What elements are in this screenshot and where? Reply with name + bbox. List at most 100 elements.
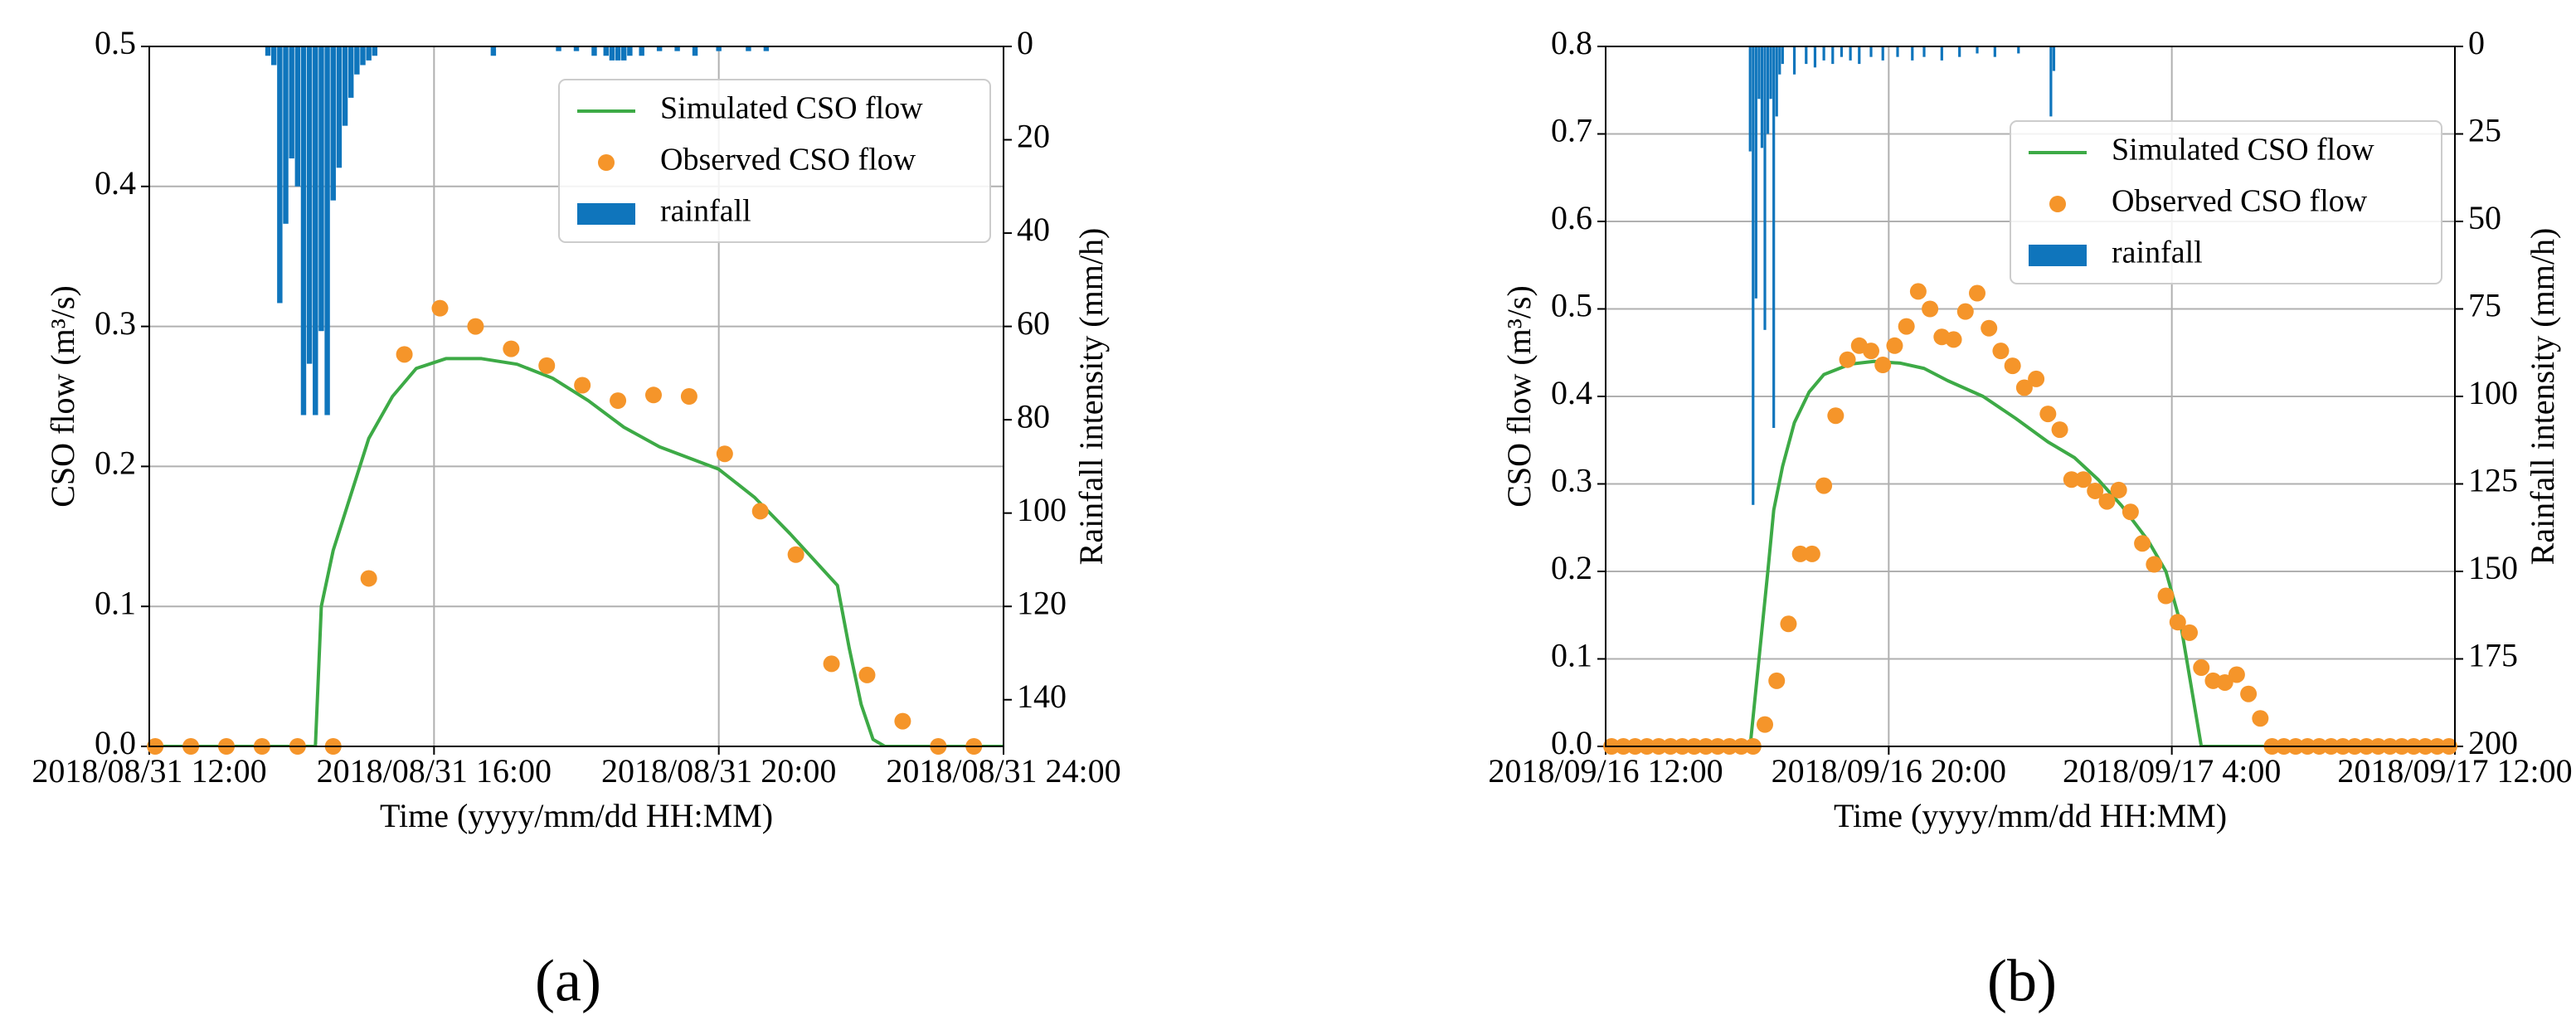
- legend-dot: [598, 154, 615, 171]
- obs-point: [1803, 545, 1820, 562]
- y2-tick-label: 125: [2468, 462, 2518, 499]
- rain-bar: [372, 46, 378, 56]
- rain-bar: [1805, 46, 1808, 65]
- obs-point: [1898, 318, 1915, 335]
- x-tick-label: 2018/08/31 24:00: [886, 752, 1120, 790]
- rain-bar: [2017, 46, 2020, 54]
- rain-bar: [1757, 46, 1761, 100]
- sim-line: [149, 357, 1004, 746]
- rain-bar: [294, 46, 301, 187]
- obs-point: [2157, 587, 2175, 605]
- rain-bar: [746, 46, 751, 51]
- y2-tick-label: 50: [2468, 199, 2501, 236]
- rain-bar: [1763, 46, 1767, 330]
- rain-bar: [1976, 46, 1979, 54]
- obs-point: [396, 346, 413, 363]
- rain-bar: [615, 46, 621, 61]
- rain-bar: [490, 46, 497, 56]
- rain-bar: [1896, 46, 1899, 57]
- y-tick-label: 0.2: [1551, 549, 1592, 586]
- rain-bar: [1775, 46, 1778, 117]
- legend-patch: [577, 203, 635, 225]
- obs-point: [1780, 615, 1797, 633]
- obs-point: [467, 318, 484, 335]
- rain-bar: [656, 46, 663, 51]
- legend-label: rainfall: [2112, 236, 2203, 270]
- rain-bar: [265, 46, 271, 56]
- rain-bar: [300, 46, 307, 415]
- rain-bar: [1911, 46, 1914, 61]
- plot-area: [149, 46, 1004, 746]
- legend-label: Simulated CSO flow: [660, 91, 923, 126]
- y2-tick-label: 40: [1017, 211, 1050, 248]
- legend-label: Observed CSO flow: [2112, 184, 2368, 219]
- y2-tick-label: 200: [2468, 724, 2518, 761]
- obs-point: [1863, 343, 1879, 360]
- obs-point: [2015, 379, 2033, 396]
- legend-patch: [2029, 245, 2087, 266]
- rain-bar: [283, 46, 289, 224]
- rain-bar: [289, 46, 294, 159]
- legend: Simulated CSO flow Observed CSO flow rainf…: [558, 79, 991, 243]
- rain-bar: [1754, 46, 1757, 299]
- obs-point: [2075, 471, 2092, 488]
- legend-label: rainfall: [660, 194, 751, 229]
- obs-point: [1839, 351, 1856, 368]
- obs-point: [2169, 614, 2186, 631]
- y2-tick-label: 0: [2468, 24, 2485, 61]
- rain-bar: [366, 46, 372, 61]
- rain-bar: [336, 46, 343, 168]
- y-tick-label: 0.3: [95, 304, 136, 342]
- rain-bar: [1958, 46, 1961, 57]
- axes-frame: [1605, 46, 2456, 747]
- obs-point: [1768, 672, 1786, 689]
- chart: 2018/08/31 12:00 2018/08/31 16:00 2018/08/…: [32, 24, 1120, 1013]
- rain-bar: [639, 46, 644, 56]
- obs-point: [1992, 343, 2010, 360]
- rain-bar: [603, 46, 609, 56]
- obs-point: [2228, 666, 2245, 683]
- y-tick-label: 0.8: [1551, 24, 1592, 61]
- y-tick-label: 0.7: [1551, 112, 1592, 149]
- obs-point: [2181, 624, 2198, 641]
- obs-point: [574, 377, 591, 394]
- x-tick-label: 2018/08/31 16:00: [317, 752, 552, 790]
- obs-point: [2098, 493, 2116, 510]
- rain-bar: [556, 46, 561, 51]
- rain-bar: [1822, 46, 1825, 61]
- obs-point: [2004, 357, 2021, 375]
- legend-box: [2010, 120, 2442, 284]
- obs-point: [2028, 370, 2045, 387]
- rain-bar: [1813, 46, 1817, 68]
- y2-tick-label: 75: [2468, 287, 2501, 324]
- rain-bar: [763, 46, 770, 51]
- rain-bar: [1766, 46, 1770, 134]
- y2-tick-label: 60: [1017, 304, 1050, 342]
- y-tick-label: 0.1: [1551, 637, 1592, 674]
- rain-bar: [1792, 46, 1796, 75]
- x-axis-label: Time (yyyy/mm/dd HH:MM): [1834, 797, 2227, 834]
- y-tick-label: 0.4: [1551, 374, 1592, 411]
- obs-point: [2063, 471, 2080, 488]
- obs-point: [2252, 710, 2269, 727]
- y2-tick-label: 0: [1017, 24, 1033, 61]
- x-tick-label: 2018/09/17 4:00: [2063, 752, 2281, 790]
- rain-bar: [674, 46, 680, 51]
- obs-point: [1757, 716, 1773, 733]
- obs-point: [2146, 556, 2163, 573]
- rain-bar: [360, 46, 366, 66]
- rain-bar: [1748, 46, 1752, 152]
- x-tick-label: 2018/08/31 20:00: [601, 752, 836, 790]
- rain-bar: [591, 46, 597, 56]
- rain-bar: [1760, 46, 1764, 148]
- y-axis-label: CSO flow (m³/s): [44, 285, 81, 508]
- obs-point: [1874, 357, 1892, 374]
- obs-point: [431, 299, 449, 317]
- obs-point: [1922, 300, 1939, 318]
- rain-bar: [324, 46, 330, 415]
- legend-dot: [2049, 196, 2066, 212]
- y-tick-label: 0.5: [95, 24, 136, 61]
- legend-label: Simulated CSO flow: [2112, 133, 2374, 168]
- x-tick-label: 2018/09/16 12:00: [1488, 752, 1723, 790]
